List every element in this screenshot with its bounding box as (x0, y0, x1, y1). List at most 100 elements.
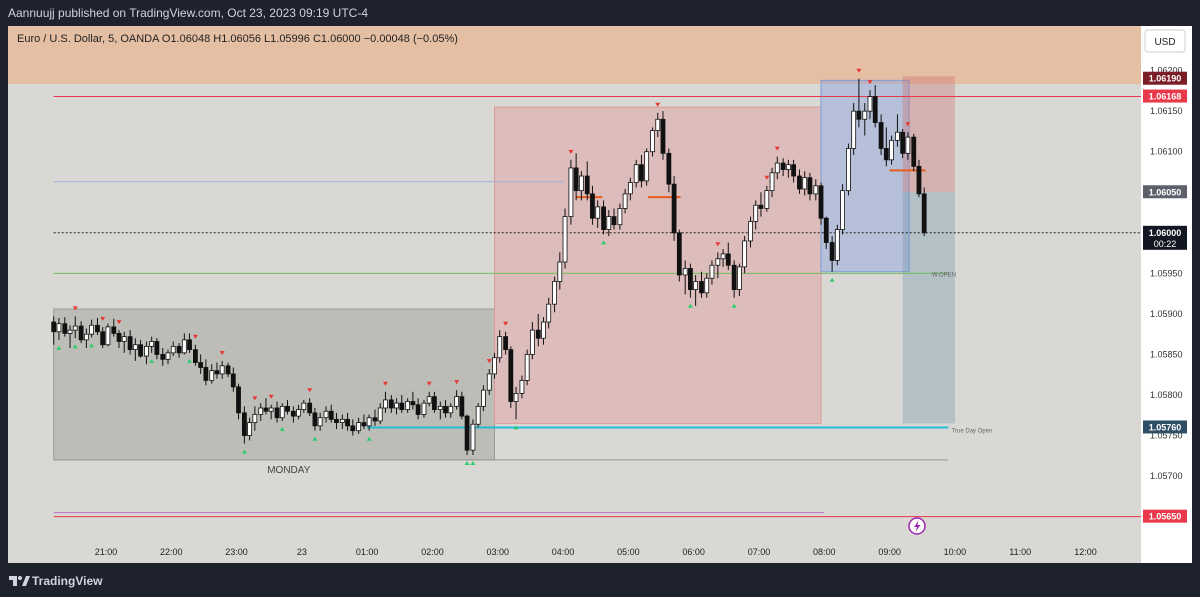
candle-body (802, 177, 808, 190)
candle-body (176, 345, 182, 354)
candle-body (846, 148, 851, 192)
candle-body (840, 190, 845, 230)
candle-body (682, 268, 688, 276)
candle-body (867, 96, 873, 112)
swing-low-marker (366, 436, 372, 441)
swing-high-marker (307, 388, 313, 393)
candle-body (921, 193, 927, 234)
candle-body (742, 240, 748, 268)
candle-body (121, 336, 127, 342)
candle-body (95, 324, 100, 333)
candle-body (644, 151, 650, 182)
candle-body (807, 177, 813, 195)
candle-body (519, 380, 525, 394)
candle-body (797, 175, 802, 190)
swing-high-marker (867, 80, 873, 85)
chart-annotation: True Day Open (952, 428, 993, 434)
candle-body (51, 321, 57, 333)
candle-body (225, 365, 231, 375)
candle-body (834, 229, 840, 261)
price-tag (1143, 71, 1187, 85)
swing-low-marker (149, 358, 155, 363)
candle-body (791, 164, 796, 177)
candle-body (856, 110, 862, 120)
plot-background (8, 26, 1141, 563)
price-tag (1143, 509, 1187, 523)
candle-body (633, 164, 639, 183)
swing-high-marker (486, 359, 492, 364)
candle-body (83, 333, 89, 341)
candle-body (410, 401, 416, 406)
swing-low-marker (687, 303, 693, 308)
time-axis-background (8, 541, 1141, 563)
candle-body (590, 193, 595, 219)
candle-body (437, 405, 443, 411)
swing-low-marker (601, 240, 607, 245)
tradingview-logo-icon[interactable] (9, 574, 31, 588)
price-tag (1143, 420, 1187, 434)
candle-body (693, 281, 699, 290)
candle-body (317, 417, 323, 427)
symbol-line: Euro / U.S. Dollar, 5, OANDA O1.06048 H1… (17, 33, 458, 45)
price-tick-label: 1.05700 (1150, 471, 1183, 481)
candle-body (279, 405, 285, 419)
candle-body (905, 136, 911, 154)
time-axis[interactable]: 21:00 22:00 23:00 23 01:00 02:00 03:00 04:00 05:… (95, 547, 1097, 557)
currency-button-label: USD (1154, 37, 1175, 48)
price-tag-value: 1.05760 (1149, 422, 1182, 432)
price-axis-background (1141, 26, 1192, 563)
candle-body (78, 325, 84, 341)
candle-body (388, 399, 394, 409)
chart-annotation: W.OPEN (932, 273, 956, 279)
candle-body (497, 336, 503, 359)
candle-body (758, 204, 764, 209)
horizontal-levels (53, 96, 1141, 518)
candle-body (475, 405, 481, 425)
candle-body (312, 412, 318, 427)
candle-body (323, 410, 329, 419)
swing-high-marker (764, 175, 770, 180)
candle-body (149, 341, 155, 347)
candle-body (862, 110, 868, 120)
box-london-range (494, 106, 822, 424)
currency-button[interactable] (1144, 29, 1186, 53)
brand-name[interactable]: TradingView (32, 574, 103, 588)
candle-body (62, 323, 68, 334)
time-tick-label: 01:00 (356, 547, 379, 557)
candle-body (622, 193, 628, 209)
candle-body (524, 354, 530, 381)
candle-body (676, 232, 682, 276)
candle-body (660, 118, 666, 154)
time-tick-label: 03:00 (487, 547, 510, 557)
annotations: MONDAY W.OPEN True Day Open (267, 273, 992, 476)
candle-body (67, 329, 73, 334)
publish-line: Aannuujj published on TradingView.com, O… (8, 6, 368, 20)
swing-high-marker (454, 380, 460, 385)
price-tag (1143, 185, 1187, 199)
candle-body (421, 402, 427, 415)
candle-body (132, 344, 138, 350)
candle-body (296, 409, 301, 417)
candle-body (650, 130, 655, 153)
candle-body (704, 277, 710, 294)
price-tick-label: 1.05750 (1150, 431, 1183, 441)
candle-body (611, 216, 617, 226)
swing-high-marker (715, 242, 721, 247)
swing-high-marker (219, 350, 225, 355)
candle-body (377, 407, 383, 422)
candle-body (307, 402, 313, 414)
candle-body (731, 264, 737, 290)
time-tick-label: 08:00 (813, 547, 836, 557)
candle-body (584, 175, 590, 195)
candle-body (448, 405, 454, 414)
swing-low-marker (312, 436, 318, 441)
swing-low-marker (241, 449, 247, 454)
candle-body (383, 399, 388, 409)
price-tag (1143, 225, 1187, 250)
swing-high-marker (856, 68, 862, 73)
swing-high-marker (905, 122, 911, 127)
lightning-icon[interactable] (908, 517, 926, 535)
candle-body (671, 183, 677, 234)
publish-bar: Aannuujj published on TradingView.com, O… (0, 0, 1200, 26)
